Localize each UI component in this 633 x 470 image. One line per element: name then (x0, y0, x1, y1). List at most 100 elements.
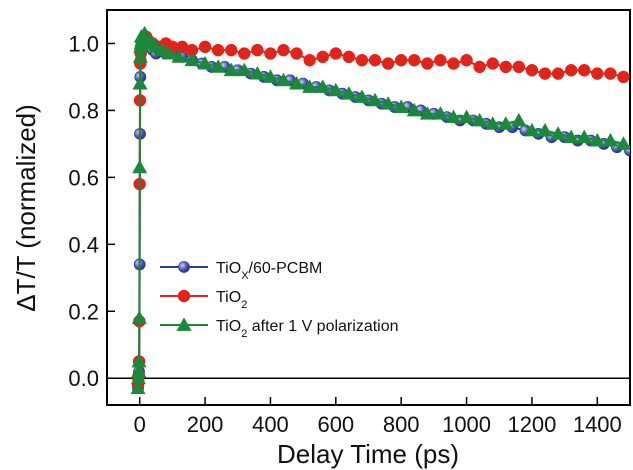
data-point (459, 109, 475, 124)
data-point (445, 109, 461, 124)
data-point (249, 65, 265, 80)
data-point (316, 50, 329, 64)
data-point (406, 102, 422, 117)
data-point (604, 67, 617, 80)
data-point (262, 69, 278, 83)
data-point (290, 47, 303, 60)
data-point (576, 129, 592, 144)
data-point (131, 310, 147, 324)
data-point (473, 60, 486, 74)
data-point (342, 50, 356, 64)
data-point (591, 67, 604, 80)
data-point (131, 353, 147, 368)
series-2 (130, 25, 630, 395)
data-point (589, 132, 605, 147)
data-point (211, 43, 225, 57)
data-point (329, 47, 343, 60)
legend-entry-1: TiO2 (160, 289, 247, 311)
data-point (460, 53, 473, 67)
data-point (394, 53, 408, 67)
data-point (130, 380, 146, 395)
data-point (380, 96, 396, 110)
x-tick-label: 400 (252, 412, 289, 437)
data-point (355, 53, 369, 67)
data-point (132, 49, 148, 63)
legend-entry-0: TiOX/60-PCBM (160, 260, 322, 282)
x-tick-label: 800 (383, 412, 420, 437)
data-point (615, 136, 630, 150)
axes-layer: 0 200 400 600 800 1000 1200 1400 0.0 0.2 0.4 0.6 0.8… (68, 31, 621, 437)
data-point (132, 76, 148, 90)
legend-label: TiOX/60-PCBM (216, 260, 322, 282)
legend-entry-2: TiO2 after 1 V polarization (160, 317, 399, 340)
data-point (602, 132, 618, 147)
data-point (434, 53, 447, 67)
data-point (498, 116, 514, 130)
legend: TiOX/60-PCBM TiO2 TiO2 after 1 V polarizat… (160, 260, 399, 340)
data-point (447, 57, 460, 70)
data-point (550, 126, 566, 140)
data-point (472, 112, 488, 127)
data-point (524, 122, 540, 137)
x-tick-label: 200 (187, 412, 224, 437)
legend-label: TiO2 (216, 289, 247, 311)
data-point (367, 92, 383, 107)
legend-marker (178, 261, 190, 273)
data-point (432, 106, 448, 120)
data-point (408, 53, 421, 67)
x-axis-title: Delay Time (ps) (277, 439, 459, 469)
data-point (512, 60, 526, 74)
data-point (302, 79, 318, 93)
data-point (277, 43, 290, 57)
data-point (303, 53, 316, 67)
data-point (184, 52, 200, 67)
data-point (393, 99, 409, 113)
data-point (315, 79, 331, 93)
data-point (238, 47, 251, 60)
data-point (251, 43, 264, 57)
data-point (198, 40, 212, 54)
data-point (368, 53, 382, 67)
data-point (130, 370, 146, 385)
data-point (236, 62, 252, 77)
y-tick-label: 1.0 (68, 31, 99, 56)
x-tick-label: 1000 (442, 412, 491, 437)
data-point (577, 64, 591, 77)
data-point (486, 57, 499, 70)
x-tick-label: 0 (134, 412, 146, 437)
data-point (224, 43, 238, 57)
plot-area (106, 9, 631, 406)
data-point (341, 86, 357, 100)
legend-marker (176, 317, 192, 331)
data-point (171, 49, 187, 63)
data-point (161, 45, 177, 60)
data-point (419, 106, 435, 120)
data-point (131, 363, 147, 378)
y-tick-label: 0.4 (68, 232, 99, 257)
data-point (328, 82, 344, 97)
data-point (276, 72, 292, 87)
data-point (264, 47, 277, 60)
y-tick-label: 0.6 (68, 165, 99, 190)
data-point (564, 64, 578, 77)
x-tick-label: 1200 (507, 412, 556, 437)
data-point (210, 59, 226, 73)
y-tick-label: 0.0 (68, 366, 99, 391)
data-point (525, 64, 539, 77)
x-tick-label: 1400 (573, 412, 622, 437)
data-point (421, 57, 434, 70)
data-point (617, 70, 630, 84)
data-point (551, 67, 565, 80)
data-point (563, 129, 579, 144)
data-point (499, 60, 513, 74)
data-point (537, 122, 553, 137)
data-point (511, 112, 527, 127)
y-tick-label: 0.8 (68, 98, 99, 123)
x-tick-label: 600 (317, 412, 354, 437)
data-point (485, 116, 501, 130)
y-axis-title: ΔT/T (normalized) (11, 104, 41, 312)
legend-label: TiO2 after 1 V polarization (216, 318, 399, 340)
data-point (132, 159, 148, 174)
data-point (538, 67, 552, 80)
